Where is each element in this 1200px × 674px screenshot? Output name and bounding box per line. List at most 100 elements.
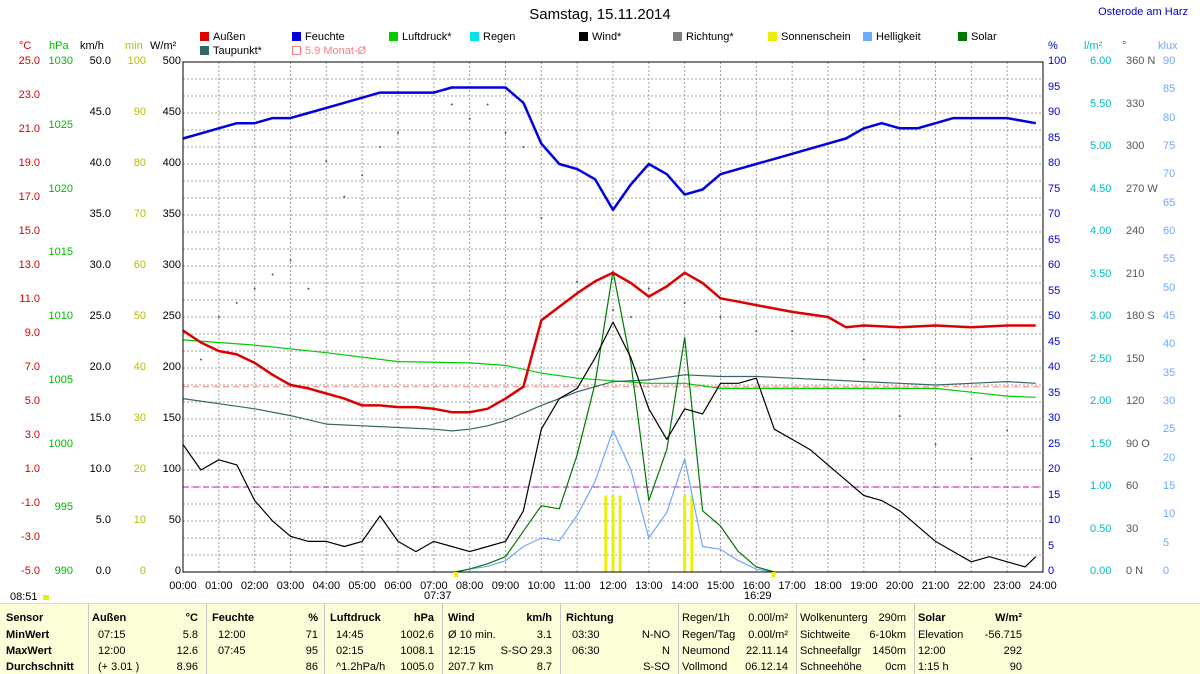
tick-label-temp: 3.0 <box>24 429 40 441</box>
table-cell-label: 1:15 h <box>918 661 949 673</box>
legend-label: Wind* <box>592 31 622 43</box>
table-header: Solar <box>918 612 946 624</box>
legend-swatch <box>768 32 777 41</box>
table-header-unit: % <box>308 612 318 624</box>
table-header-unit: °C <box>185 612 198 624</box>
table-cell-label: Vollmond <box>682 661 728 673</box>
tick-label-temp: 17.0 <box>18 191 40 203</box>
tick-label-light: 15 <box>1163 480 1176 492</box>
table-cell-value: 3.1 <box>536 629 552 641</box>
series-line-auen <box>182 271 1036 414</box>
tick-label-wind: 35.0 <box>89 208 111 220</box>
tick-label-solar: 300 <box>162 259 181 271</box>
tick-label-humidity: 40 <box>1048 361 1061 373</box>
table-separator <box>324 604 325 674</box>
legend-label: Regen <box>483 31 516 43</box>
tick-label-rain: 1.00 <box>1090 480 1112 492</box>
legend-label: Feuchte <box>305 31 345 43</box>
tick-label-pressure: 1010 <box>48 310 73 322</box>
direction-point <box>450 103 453 106</box>
table-cell-label: 07:15 <box>98 629 126 641</box>
legend-label: Helligkeit <box>876 31 921 43</box>
tick-label-light: 45 <box>1163 310 1176 322</box>
current-time: 08:51 <box>10 591 38 603</box>
tick-label-hour: 12:00 <box>599 580 627 592</box>
tick-label-humidity: 95 <box>1048 80 1061 93</box>
unit-label-pressure: hPa <box>49 40 69 52</box>
tick-label-hour: 02:00 <box>240 580 269 592</box>
table-header: Luftdruck <box>330 612 381 624</box>
tick-label-humidity: 65 <box>1048 233 1061 246</box>
sunshine-bar <box>604 495 608 572</box>
series-line-wind <box>182 321 1037 568</box>
series-line-taupunkt <box>182 374 1036 432</box>
sunshine-bar <box>690 495 694 572</box>
sunset-label: 16:29 <box>744 590 772 602</box>
direction-point <box>307 287 310 290</box>
tick-label-temp: 1.0 <box>24 463 40 475</box>
tick-label-sunshine: 40 <box>133 361 146 373</box>
tick-label-humidity: 85 <box>1048 131 1061 144</box>
station-name[interactable]: Osterode am Harz <box>1098 6 1188 18</box>
table-header: Wolkenunterg <box>800 612 868 624</box>
unit-label-temp: °C <box>19 40 32 52</box>
table-cell-label: 03:30 <box>572 629 600 641</box>
direction-point <box>540 216 543 219</box>
tick-label-wind: 30.0 <box>89 259 111 271</box>
legend-item: Feuchte <box>292 31 345 43</box>
tick-label-hour: 09:00 <box>491 580 520 592</box>
tick-label-rain: 2.50 <box>1090 352 1112 365</box>
direction-point <box>898 415 901 418</box>
table-cell-label: Regen/Tag <box>682 629 736 641</box>
table-cell-value: 8.7 <box>536 661 552 673</box>
direction-point <box>791 330 794 333</box>
table-cell-value: 292 <box>1003 645 1022 657</box>
direction-point <box>683 301 686 304</box>
tick-label-humidity: 60 <box>1048 259 1061 271</box>
table-cell-label: 12:00 <box>98 645 126 657</box>
tick-label-hour: 20:00 <box>885 580 914 592</box>
direction-point <box>235 301 238 304</box>
series-line-helligkeit <box>455 429 775 573</box>
series-line-solar <box>455 270 775 573</box>
table-cell-label: Sichtweite <box>800 629 851 641</box>
tick-label-light: 50 <box>1163 281 1176 294</box>
legend-swatch <box>958 32 967 41</box>
tick-label-temp: 21.0 <box>18 123 40 135</box>
tick-label-hour: 16:00 <box>742 580 771 592</box>
legend-label: Sonnenschein <box>781 31 851 43</box>
table-cell-value: 71 <box>305 629 318 641</box>
sunrise-marker <box>454 572 459 577</box>
direction-point <box>217 316 220 318</box>
tick-label-wind: 5.0 <box>95 514 111 526</box>
tick-label-sunshine: 0 <box>139 565 146 577</box>
tick-label-direction: 360 N <box>1126 55 1156 67</box>
tick-label-temp: -1.0 <box>21 497 40 509</box>
tick-label-humidity: 0 <box>1048 565 1055 577</box>
tick-label-light: 35 <box>1163 366 1176 379</box>
direction-point <box>486 103 489 106</box>
tick-label-hour: 04:00 <box>312 580 341 592</box>
tick-label-humidity: 5 <box>1048 539 1055 552</box>
legend-item: 5.9 Monat-Ø <box>292 45 366 57</box>
table-cell-value: 06.12.14 <box>745 661 788 673</box>
table-cell-value: 22.11.14 <box>745 645 788 657</box>
legend-item: Wind* <box>579 31 621 43</box>
unit-label-solar: W/m² <box>150 40 177 52</box>
table-cell-label: Ø 10 min. <box>448 629 496 641</box>
tick-label-light: 20 <box>1163 451 1176 464</box>
direction-point <box>862 358 865 361</box>
tick-label-humidity: 15 <box>1048 488 1061 501</box>
table-header: Regen/1h <box>682 612 730 624</box>
direction-point <box>325 160 328 163</box>
table-cell-label: 07:45 <box>218 645 246 657</box>
legend-label: 5.9 Monat-Ø <box>305 45 367 57</box>
legend-item: Helligkeit <box>863 31 921 43</box>
legend-item: Solar <box>958 31 997 43</box>
tick-label-light: 40 <box>1163 338 1176 351</box>
table-separator <box>88 604 89 674</box>
legend-label: Außen <box>213 31 246 43</box>
table-cell-value: S-SO <box>643 661 670 673</box>
tick-label-temp: 25.0 <box>18 55 40 67</box>
legend-item: Regen <box>470 31 515 43</box>
